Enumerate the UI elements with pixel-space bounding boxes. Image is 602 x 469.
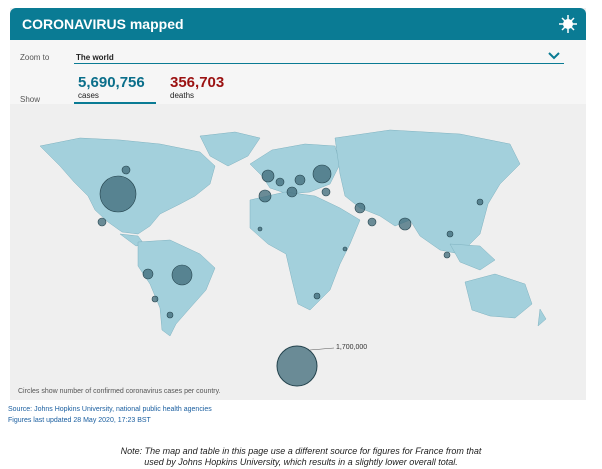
show-label: Show — [20, 95, 41, 104]
source: Source: Johns Hopkins University, nation… — [8, 406, 212, 413]
updated: Figures last updated 28 May 2020, 17:23 … — [8, 417, 151, 424]
header-title: CORONAVIRUS mapped — [22, 16, 184, 32]
world-map: 1,700,000 Circles show number of confirm… — [18, 129, 547, 395]
map-caption: Circles show number of confirmed coronav… — [18, 388, 221, 395]
header: CORONAVIRUS mapped — [10, 8, 586, 40]
controls: Zoom to The world Show 5,690,756 cases 3… — [10, 40, 586, 104]
note-line-1: Note: The map and table in this page use… — [120, 446, 482, 456]
cases-value: 5,690,756 — [78, 74, 145, 91]
cases-label: cases — [78, 91, 99, 100]
deaths-value: 356,703 — [170, 74, 225, 91]
zoom-label: Zoom to — [20, 53, 50, 62]
note-line-2: used by Johns Hopkins University, which … — [144, 457, 458, 467]
legend-bubble — [276, 345, 318, 387]
deaths-tab[interactable]: 356,703 deaths — [166, 70, 248, 102]
virus-icon — [559, 15, 577, 33]
zoom-select[interactable]: The world — [74, 46, 564, 64]
cases-tab[interactable]: 5,690,756 cases — [74, 70, 156, 104]
case-bubbles — [97, 164, 484, 319]
deaths-label: deaths — [170, 91, 195, 100]
map-panel: CORONAVIRUS mapped Zoom to The world Sho… — [10, 8, 586, 400]
dropdown-arrow[interactable] — [548, 52, 560, 60]
zoom-value: The world — [76, 53, 114, 62]
land — [39, 129, 547, 337]
legend-size-label: 1,700,000 — [336, 344, 367, 351]
legend-leader — [309, 347, 335, 351]
